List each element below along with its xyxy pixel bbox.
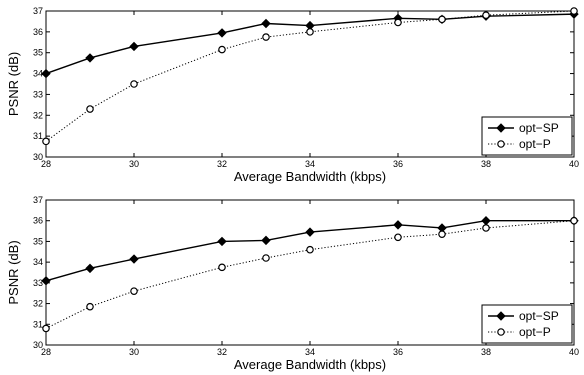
data-point: [394, 233, 402, 242]
y-tick-label: 31: [33, 131, 43, 141]
legend-box: [481, 304, 573, 344]
data-point: [130, 80, 138, 88]
x-tick-label: 28: [41, 347, 51, 357]
x-tick-label: 38: [481, 159, 491, 169]
legend-marker: [497, 328, 505, 336]
x-tick-label: 28: [41, 159, 51, 169]
y-tick-label: 32: [33, 110, 43, 120]
data-point: [306, 28, 314, 36]
data-point: [217, 236, 227, 247]
x-tick-label: 40: [569, 159, 579, 169]
y-tick-label: 35: [33, 48, 43, 58]
legend-label: opt−P: [519, 137, 551, 151]
data-point: [217, 28, 227, 38]
data-point: [570, 7, 578, 15]
series-opt-p: [42, 7, 578, 146]
y-tick-label: 36: [33, 27, 43, 37]
data-point: [570, 216, 578, 225]
legend-box: [481, 116, 573, 156]
data-point: [41, 68, 51, 79]
data-point: [262, 33, 270, 41]
y-tick-label: 36: [33, 216, 43, 226]
data-point: [261, 18, 271, 29]
legend-marker: [496, 123, 506, 133]
data-point: [42, 137, 50, 146]
data-point: [482, 224, 490, 232]
data-point: [130, 287, 138, 295]
data-point: [482, 11, 490, 19]
data-point: [86, 105, 94, 113]
y-tick-label: 35: [33, 236, 43, 246]
data-point: [129, 41, 139, 52]
series-opt-p: [42, 216, 578, 333]
x-tick-label: 34: [305, 347, 315, 357]
x-tick-label: 38: [481, 347, 491, 357]
legend: opt−SP opt−P: [481, 116, 573, 156]
y-tick-label: 34: [33, 69, 43, 79]
data-point: [438, 230, 446, 238]
legend-marker: [497, 140, 505, 148]
x-axis-label: Average Bandwidth (kbps): [234, 357, 386, 372]
x-tick-label: 32: [217, 347, 227, 357]
series-line: [45, 220, 574, 282]
y-tick-label: 30: [33, 152, 43, 162]
x-tick-label: 40: [569, 347, 579, 357]
data-point: [306, 245, 314, 254]
data-point: [42, 324, 50, 333]
y-axis-label: PSNR (dB): [6, 240, 21, 304]
data-point: [481, 216, 491, 226]
data-point: [85, 53, 95, 63]
data-point: [261, 235, 271, 246]
legend-label: opt−P: [519, 325, 551, 339]
data-point: [438, 15, 446, 24]
series-line: [45, 13, 575, 75]
data-point: [305, 227, 315, 237]
x-axis-label: Average Bandwidth (kbps): [234, 169, 386, 184]
x-tick-label: 30: [129, 159, 139, 169]
y-tick-label: 37: [33, 6, 43, 16]
y-tick-label: 37: [33, 195, 43, 205]
data-point: [85, 263, 95, 274]
legend-marker: [496, 311, 506, 321]
series-opt-sp: [41, 9, 579, 79]
x-tick-label: 36: [393, 347, 403, 357]
legend: opt−SP opt−P: [481, 304, 573, 344]
legend-label: opt−SP: [519, 121, 559, 135]
y-tick-label: 32: [33, 299, 43, 309]
data-point: [41, 276, 51, 286]
data-point: [393, 220, 403, 230]
y-tick-label: 33: [33, 89, 43, 99]
y-tick-label: 33: [33, 278, 43, 288]
data-point: [129, 254, 139, 264]
x-tick-label: 34: [305, 159, 315, 169]
data-point: [262, 254, 270, 262]
y-tick-label: 31: [33, 319, 43, 329]
y-tick-label: 30: [33, 340, 43, 350]
legend-label: opt−SP: [519, 309, 559, 323]
x-tick-label: 30: [129, 347, 139, 357]
y-tick-label: 34: [33, 257, 43, 267]
x-tick-label: 36: [393, 159, 403, 169]
x-tick-label: 32: [217, 159, 227, 169]
data-point: [394, 18, 402, 27]
data-point: [86, 302, 94, 311]
data-point: [218, 263, 226, 272]
y-axis-label: PSNR (dB): [6, 52, 21, 116]
data-point: [218, 45, 226, 54]
